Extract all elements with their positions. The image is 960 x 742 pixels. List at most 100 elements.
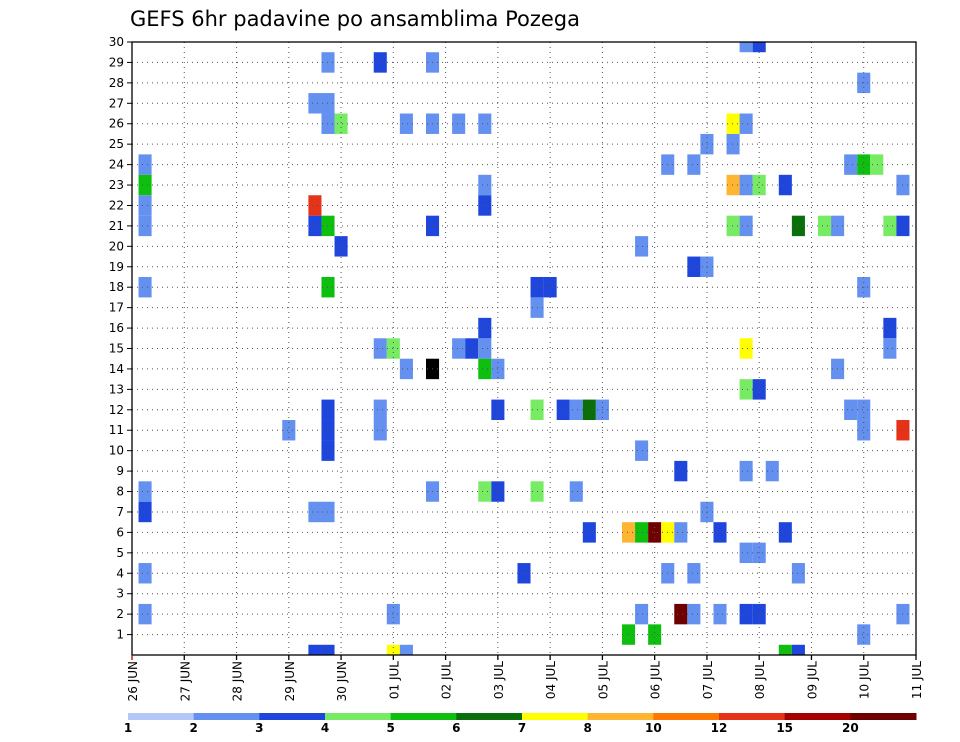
heatmap-cell — [138, 276, 152, 298]
x-tick-label: 10 JUL — [858, 661, 872, 699]
heatmap-cell — [582, 399, 596, 421]
heatmap-cell — [674, 460, 688, 482]
colorbar-segment — [719, 713, 786, 720]
heatmap-cell — [674, 603, 688, 625]
heatmap-cell — [726, 174, 740, 196]
heatmap-cell — [739, 42, 753, 53]
heatmap-cell — [674, 522, 688, 543]
x-tick-label: 30 JUN — [335, 661, 349, 701]
y-tick-label: 23 — [109, 178, 124, 192]
colorbar-label: 20 — [842, 721, 859, 735]
colorbar-segment — [522, 713, 589, 720]
y-tick-label: 9 — [116, 464, 124, 478]
heatmap-cell — [700, 501, 714, 523]
heatmap-cell — [399, 644, 413, 655]
colorbar-segment — [390, 713, 457, 720]
heatmap-cell — [844, 399, 858, 421]
heatmap-cell — [687, 603, 701, 625]
y-tick-label: 11 — [109, 423, 124, 437]
heatmap-cell — [791, 215, 805, 237]
x-tick-label: 01 JUL — [387, 661, 401, 699]
heatmap-cell — [478, 195, 492, 216]
y-tick-label: 30 — [109, 35, 124, 49]
y-tick-label: 5 — [116, 546, 124, 560]
x-tick-label: 08 JUL — [753, 661, 767, 699]
y-tick-label: 7 — [116, 505, 124, 519]
heatmap-cell — [373, 420, 387, 441]
heatmap-cell — [373, 399, 387, 421]
heatmap-cell — [386, 644, 400, 655]
heatmap-cell — [857, 624, 871, 645]
heatmap-cell — [726, 113, 740, 134]
heatmap-cell — [138, 563, 152, 584]
y-tick-label: 20 — [109, 239, 124, 253]
heatmap-cell — [622, 522, 636, 543]
y-tick-label: 24 — [109, 158, 124, 172]
y-tick-label: 4 — [116, 566, 124, 580]
y-tick-label: 27 — [109, 96, 124, 110]
x-tick-label: 02 JUL — [440, 661, 454, 699]
heatmap-cell — [569, 481, 583, 502]
heatmap-cell — [138, 603, 152, 625]
colorbar-segment — [259, 713, 326, 720]
heatmap-cell — [399, 113, 413, 134]
colorbar-label: 10 — [645, 721, 662, 735]
heatmap-cell — [635, 522, 649, 543]
y-tick-label: 17 — [109, 301, 124, 315]
heatmap-cell — [687, 563, 701, 584]
heatmap-cell — [739, 174, 753, 196]
y-tick-label: 14 — [109, 362, 124, 376]
heatmap-cell — [386, 603, 400, 625]
colorbar-segment — [587, 713, 654, 720]
heatmap-cell — [373, 52, 387, 73]
heatmap-cell — [478, 317, 492, 339]
heatmap-cell — [883, 317, 897, 339]
heatmap-cell — [282, 420, 296, 441]
colorbar-label: 7 — [518, 721, 526, 735]
heatmap-cell — [791, 563, 805, 584]
heatmap-cell — [334, 236, 348, 257]
heatmap-cell — [739, 460, 753, 482]
heatmap-cell — [752, 379, 766, 400]
heatmap-cell — [778, 644, 792, 655]
y-tick-label: 10 — [109, 444, 124, 458]
heatmap-cell — [648, 624, 662, 645]
x-tick-label: 09 JUL — [805, 661, 819, 699]
heatmap-cell — [635, 603, 649, 625]
colorbar-segment — [128, 713, 195, 720]
heatmap-cell — [687, 256, 701, 277]
x-tick-label: 27 JUN — [178, 661, 192, 701]
heatmap-cell — [635, 440, 649, 461]
heatmap-cell — [739, 113, 753, 134]
heatmap-cell — [687, 154, 701, 175]
y-tick-label: 2 — [116, 607, 124, 621]
heatmap-cell — [308, 195, 322, 216]
heatmap-cell — [452, 338, 466, 359]
y-tick-label: 12 — [109, 403, 124, 417]
y-tick-label: 8 — [116, 485, 124, 499]
y-tick-label: 19 — [109, 260, 124, 274]
heatmap-cell — [478, 358, 492, 380]
x-tick-label: 03 JUL — [492, 661, 506, 699]
heatmap-cell — [138, 481, 152, 502]
heatmap-cell — [308, 501, 322, 523]
x-tick-label: 11 JUL — [910, 661, 924, 699]
colorbar-label: 6 — [452, 721, 460, 735]
colorbar-label: 12 — [711, 721, 728, 735]
heatmap-cell — [308, 644, 322, 655]
heatmap-cell — [569, 399, 583, 421]
heatmap-cell — [883, 338, 897, 359]
y-tick-label: 26 — [109, 117, 124, 131]
heatmap-cell — [138, 215, 152, 237]
heatmap-cell — [700, 256, 714, 277]
heatmap-cell — [883, 215, 897, 237]
heatmap-cell — [713, 522, 727, 543]
x-tick-label: 26 JUN — [126, 661, 140, 701]
x-tick-label: 06 JUL — [649, 661, 663, 699]
heatmap-cell — [739, 542, 753, 564]
heatmap-cell — [857, 399, 871, 421]
colorbar-label: 4 — [321, 721, 329, 735]
heatmap-cell — [726, 133, 740, 155]
heatmap-cell — [635, 236, 649, 257]
heatmap-cell — [386, 338, 400, 359]
